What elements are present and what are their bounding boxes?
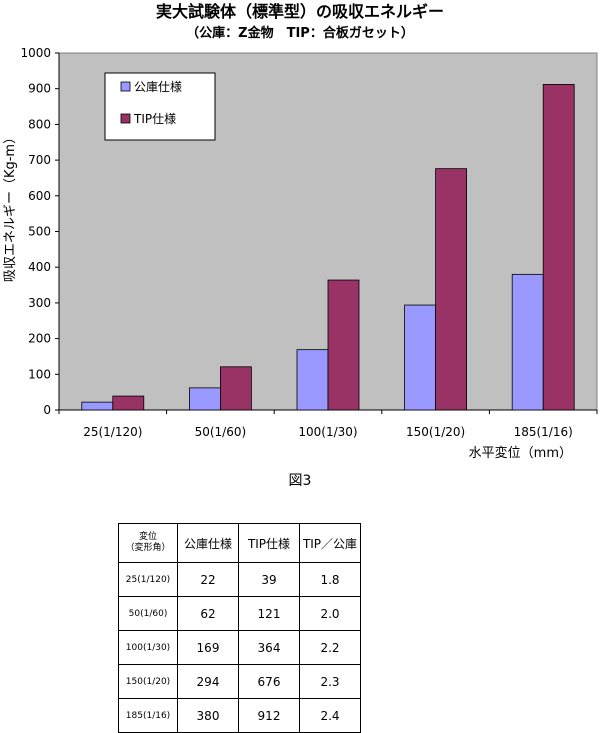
legend-swatch: [120, 81, 131, 92]
y-tick-label: 700: [28, 153, 51, 167]
y-tick-label: 600: [28, 189, 51, 203]
x-tick-label: 150(1/20): [406, 425, 465, 439]
row-tip: 676: [238, 664, 300, 699]
table-row: 185(1/16) 380 912 2.4: [118, 698, 361, 733]
header-tip: TIP仕様: [238, 523, 300, 563]
chart-subtitle: （公庫：Z金物 TIP：合板ガセット）: [186, 25, 414, 41]
header-ratio: TIP／公庫: [299, 523, 361, 563]
x-axis-label: 水平変位（mm）: [469, 445, 572, 461]
table-row: 25(1/120) 22 39 1.8: [118, 562, 361, 597]
table-header-row: 変位 （変形角） 公庫仕様 TIP仕様 TIP／公庫: [118, 523, 361, 563]
legend-label: TIP仕様: [133, 112, 176, 126]
bar-koko: [188, 387, 221, 411]
legend-label: 公庫仕様: [134, 80, 182, 94]
row-koko: 169: [177, 630, 239, 665]
row-ratio: 2.0: [299, 596, 361, 631]
row-koko: 294: [177, 664, 239, 699]
row-tip: 121: [238, 596, 300, 631]
row-ratio: 2.3: [299, 664, 361, 699]
row-tip: 912: [238, 698, 300, 733]
bar-tip: [435, 168, 468, 411]
table-row: 150(1/20) 294 676 2.3: [118, 664, 361, 699]
bar-koko: [81, 401, 114, 411]
bar-tip: [327, 279, 360, 411]
bar-tip: [219, 366, 252, 411]
row-ratio: 2.2: [299, 630, 361, 665]
legend-swatch: [120, 113, 131, 124]
figure-caption: 図3: [288, 473, 312, 489]
row-koko: 22: [177, 562, 239, 597]
row-label: 25(1/120): [118, 562, 178, 597]
row-label: 100(1/30): [118, 630, 178, 665]
chart-area: 実大試験体（標準型）の吸収エネルギー （公庫：Z金物 TIP：合板ガセット） 0 10…: [3, 2, 598, 461]
x-tick-label: 25(1/120): [83, 425, 142, 439]
header-koko: 公庫仕様: [177, 523, 239, 563]
x-tick-label: 100(1/30): [298, 425, 357, 439]
y-tick-label: 800: [28, 117, 51, 131]
x-tick-label: 185(1/16): [514, 425, 573, 439]
bar-tip: [542, 84, 575, 411]
row-ratio: 2.4: [299, 698, 361, 733]
row-tip: 364: [238, 630, 300, 665]
row-label: 50(1/60): [118, 596, 178, 631]
y-tick-label: 400: [28, 260, 51, 274]
y-tick-label: 100: [28, 367, 51, 381]
row-ratio: 1.8: [299, 562, 361, 597]
y-tick-label: 900: [28, 82, 51, 96]
x-tick-label: 50(1/60): [195, 425, 247, 439]
bar-koko: [404, 304, 437, 411]
bar-koko: [296, 349, 329, 411]
y-tick-label: 300: [28, 296, 51, 310]
table-row: 100(1/30) 169 364 2.2: [118, 630, 361, 665]
y-tick-label: 0: [43, 403, 51, 417]
row-koko: 62: [177, 596, 239, 631]
chart-title: 実大試験体（標準型）の吸収エネルギー: [156, 2, 444, 21]
y-tick-label: 1000: [20, 46, 51, 60]
row-label: 150(1/20): [118, 664, 178, 699]
header-displacement: 変位 （変形角）: [118, 523, 178, 563]
bar-tip: [112, 395, 145, 411]
header-displacement-line2: （変形角）: [125, 543, 171, 553]
bar-chart: 実大試験体（標準型）の吸収エネルギー （公庫：Z金物 TIP：合板ガセット） 0 10…: [3, 2, 598, 461]
row-label: 185(1/16): [118, 698, 178, 733]
table-row: 50(1/60) 62 121 2.0: [118, 596, 361, 631]
y-tick-label: 500: [28, 225, 51, 239]
row-tip: 39: [238, 562, 300, 597]
row-koko: 380: [177, 698, 239, 733]
y-axis-label: 吸収エネルギー（Kg-m）: [3, 131, 18, 282]
y-tick-label: 200: [28, 332, 51, 346]
data-table: 変位 （変形角） 公庫仕様 TIP仕様 TIP／公庫 25(1/120) 22 …: [118, 523, 361, 733]
bar-koko: [511, 273, 544, 411]
header-displacement-line1: 変位: [138, 532, 157, 542]
